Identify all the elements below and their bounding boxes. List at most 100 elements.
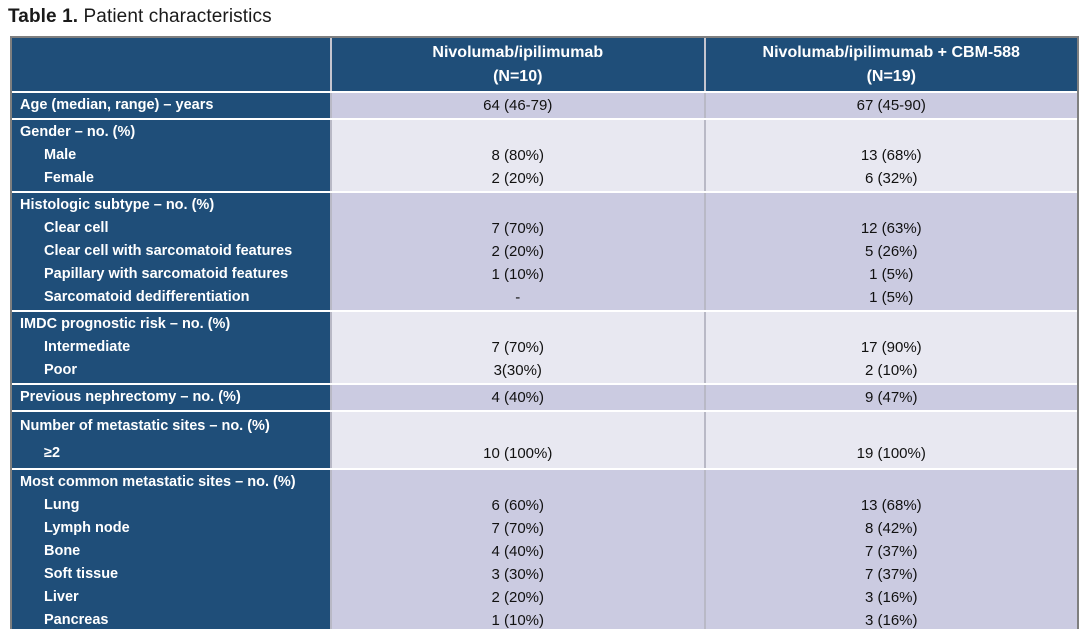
row-label: Female: [44, 170, 94, 186]
data-value-col1: 2 (20%): [491, 170, 545, 187]
table-block: Age (median, range) – years 64 (46-79) 67 …: [12, 91, 1077, 118]
data-value-col2: [706, 121, 1078, 144]
data-value-col1: 7 (70%): [491, 220, 545, 237]
data-value-col2: 67 (45-90): [856, 97, 926, 114]
data-cell-col1: 6 (60%) 7 (70%) 4 (40%) 3 (30%) 2 (20%) 1 (10…: [330, 470, 704, 629]
data-cell-col2: 12 (63%) 5 (26%) 1 (5%) 1 (5%): [703, 193, 1078, 310]
data-value-col2: 19 (100%): [856, 445, 926, 462]
data-value-col1: 2 (20%): [491, 243, 545, 260]
data-value-col1: 7 (70%): [491, 339, 545, 356]
table-title-text: Patient characteristics: [78, 6, 272, 27]
row-label-cell: Gender – no. (%) Male Female: [12, 120, 330, 191]
row-label: Lymph node: [44, 520, 130, 536]
data-value-col2: 6 (32%): [864, 170, 918, 187]
header-col2-name: Nivolumab/ipilimumab + CBM-588: [762, 43, 1020, 61]
data-value-col1: 10 (100%): [483, 445, 553, 462]
row-label: Lung: [44, 497, 80, 513]
data-value-col1: 1 (10%): [491, 266, 545, 283]
row-label: Most common metastatic sites – no. (%): [20, 474, 296, 490]
table-title-number: Table 1.: [8, 6, 79, 27]
header-col1-n: (N=10): [493, 67, 543, 85]
data-value-col1: 64 (46-79): [483, 97, 553, 114]
row-label: Soft tissue: [44, 566, 119, 582]
data-cell-col1: 4 (40%): [330, 385, 704, 410]
row-label: Number of metastatic sites – no. (%): [20, 418, 270, 434]
row-label: Male: [44, 147, 77, 163]
header-col1-name: Nivolumab/ipilimumab: [432, 43, 604, 61]
data-cell-col1: 7 (70%) 2 (20%) 1 (10%) -: [330, 193, 704, 310]
data-value-col1: [332, 471, 704, 494]
row-label-cell: Most common metastatic sites – no. (%) Lu…: [12, 470, 330, 629]
table-block: Most common metastatic sites – no. (%) Lu…: [12, 468, 1077, 629]
data-value-col1: [332, 121, 704, 144]
row-label: Poor: [44, 362, 78, 378]
data-cell-col1: 8 (80%) 2 (20%): [330, 120, 704, 191]
data-value-col2: [706, 313, 1078, 336]
data-value-col1: [332, 194, 704, 217]
data-value-col1: 4 (40%): [491, 543, 545, 560]
data-value-col1: 1 (10%): [491, 612, 545, 629]
table-block: Gender – no. (%) Male Female 8 (80%) 2 (20%)…: [12, 118, 1077, 191]
data-value-col2: 17 (90%): [860, 339, 922, 356]
data-value-col2: 2 (10%): [864, 362, 918, 379]
row-label: Clear cell: [44, 220, 109, 236]
data-cell-col2: 13 (68%) 6 (32%): [703, 120, 1078, 191]
row-label-cell: Number of metastatic sites – no. (%) ≥2: [12, 412, 330, 468]
slide-page: Table 1. Patient characteristics Nivolum…: [0, 6, 1080, 629]
data-cell-col2: 67 (45-90): [703, 93, 1077, 118]
data-value-col1: -: [515, 289, 521, 306]
row-label-cell: Histologic subtype – no. (%) Clear cell Cl…: [12, 193, 330, 310]
row-label-cell: Previous nephrectomy – no. (%): [12, 385, 330, 410]
data-value-col2: 8 (42%): [864, 520, 918, 537]
row-label: Gender – no. (%): [20, 124, 136, 140]
data-value-col2: 1 (5%): [869, 289, 914, 306]
row-label-cell: Age (median, range) – years: [12, 93, 330, 118]
data-value-col1: 4 (40%): [491, 389, 545, 406]
row-label: Liver: [44, 589, 79, 605]
row-label: Pancreas: [44, 612, 109, 628]
header-col2-n: (N=19): [866, 67, 916, 85]
data-value-col2: 7 (37%): [864, 543, 918, 560]
data-value-col1: 6 (60%): [491, 497, 545, 514]
data-value-col1: 7 (70%): [491, 520, 545, 537]
data-value-col1: 2 (20%): [491, 589, 545, 606]
data-value-col2: [706, 413, 1078, 440]
header-col-nivolumab-ipilimumab: Nivolumab/ipilimumab (N=10): [330, 38, 704, 91]
data-value-col2: 12 (63%): [860, 220, 922, 237]
data-value-col2: [706, 194, 1078, 217]
row-label: IMDC prognostic risk – no. (%): [20, 316, 231, 332]
row-label-cell: IMDC prognostic risk – no. (%) Intermedia…: [12, 312, 330, 383]
data-value-col1: 3(30%): [493, 362, 542, 379]
table-header-row: Nivolumab/ipilimumab (N=10) Nivolumab/ip…: [12, 38, 1077, 91]
data-value-col1: 8 (80%): [491, 147, 545, 164]
row-label: Previous nephrectomy – no. (%): [20, 389, 241, 405]
data-value-col2: 7 (37%): [864, 566, 918, 583]
header-empty-cell: [12, 38, 330, 91]
data-cell-col2: 19 (100%): [703, 412, 1078, 468]
data-value-col2: 13 (68%): [860, 147, 922, 164]
header-col-nivolumab-ipilimumab-cbm588: Nivolumab/ipilimumab + CBM-588 (N=19): [703, 38, 1077, 91]
table-block: Number of metastatic sites – no. (%) ≥2 10…: [12, 410, 1077, 468]
data-cell-col2: 9 (47%): [703, 385, 1077, 410]
data-value-col2: 13 (68%): [860, 497, 922, 514]
row-label: Histologic subtype – no. (%): [20, 197, 215, 213]
data-cell-col1: 7 (70%) 3(30%): [330, 312, 704, 383]
data-cell-col1: 10 (100%): [330, 412, 704, 468]
row-label: Age (median, range) – years: [20, 97, 214, 113]
row-label: Bone: [44, 543, 81, 559]
row-label: ≥2: [44, 445, 61, 461]
row-label: Clear cell with sarcomatoid features: [44, 243, 293, 259]
row-label: Intermediate: [44, 339, 131, 355]
data-value-col2: [706, 471, 1078, 494]
data-value-col1: [332, 313, 704, 336]
data-value-col2: 3 (16%): [864, 589, 918, 606]
data-value-col2: 5 (26%): [864, 243, 918, 260]
data-cell-col2: 13 (68%) 8 (42%) 7 (37%) 7 (37%) 3 (16%) 3 (1…: [703, 470, 1078, 629]
data-value-col1: 3 (30%): [491, 566, 545, 583]
data-value-col1: [332, 413, 704, 440]
data-value-col2: 1 (5%): [869, 266, 914, 283]
data-cell-col2: 17 (90%) 2 (10%): [703, 312, 1078, 383]
data-cell-col1: 64 (46-79): [330, 93, 704, 118]
table-block: Previous nephrectomy – no. (%) 4 (40%) 9 (…: [12, 383, 1077, 410]
table-title: Table 1. Patient characteristics: [8, 6, 1080, 28]
